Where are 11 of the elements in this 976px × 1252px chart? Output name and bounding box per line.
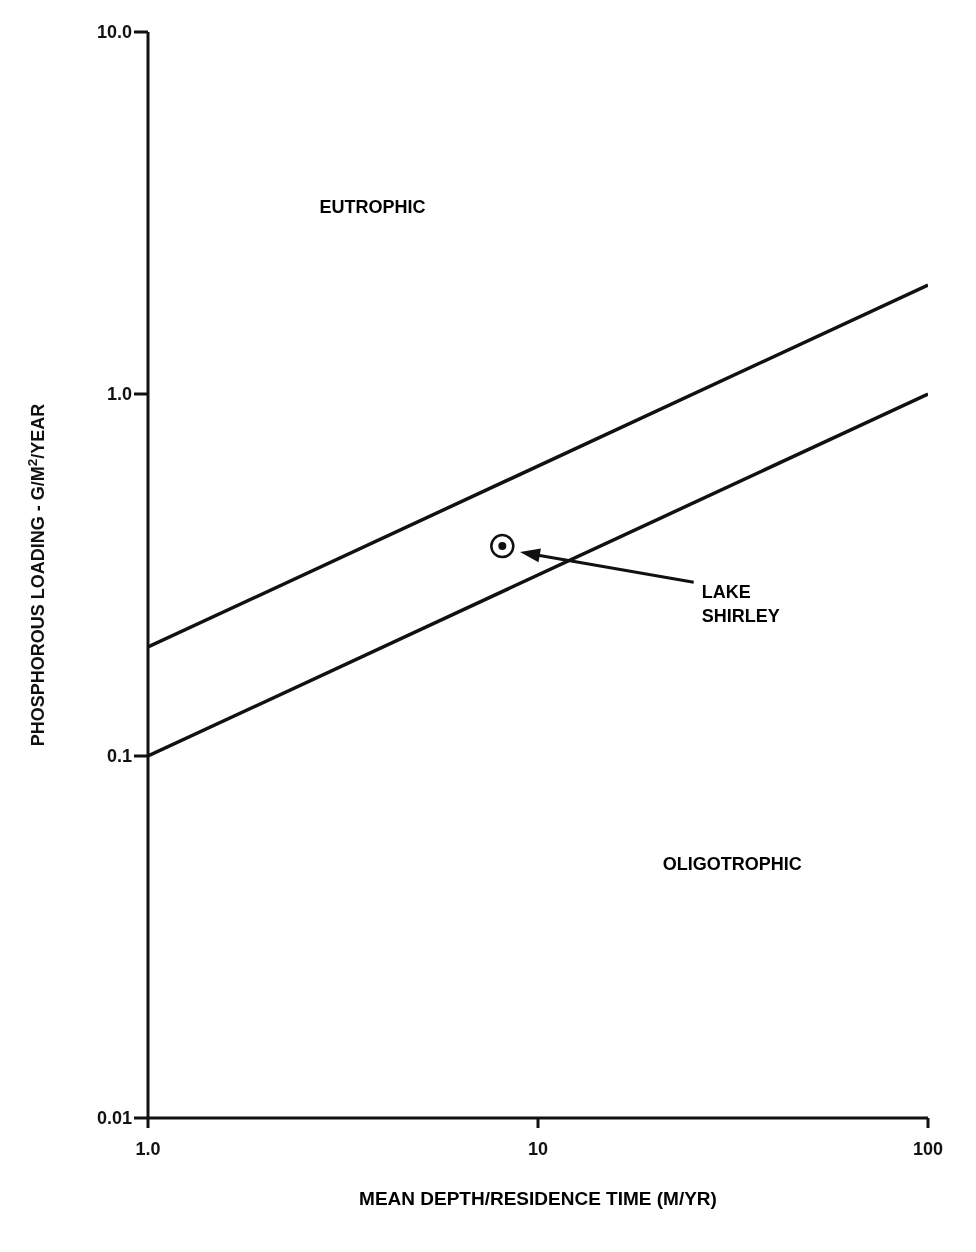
y-tick-label: 0.1 [106, 746, 132, 767]
x-tick-label: 10 [527, 1138, 549, 1159]
annotation: LAKE SHIRLEY [701, 581, 781, 629]
annotation: EUTROPHIC [319, 195, 426, 219]
x-tick-label: 1.0 [135, 1138, 161, 1159]
y-tick-label: 10.0 [96, 22, 132, 43]
y-tick-label: 0.01 [96, 1108, 132, 1129]
x-tick-label: 100 [912, 1138, 944, 1159]
annotation: OLIGOTROPHIC [662, 852, 802, 876]
x-axis-title: MEAN DEPTH/RESIDENCE TIME (M/YR) [358, 1188, 718, 1210]
y-tick-label: 1.0 [106, 384, 132, 405]
